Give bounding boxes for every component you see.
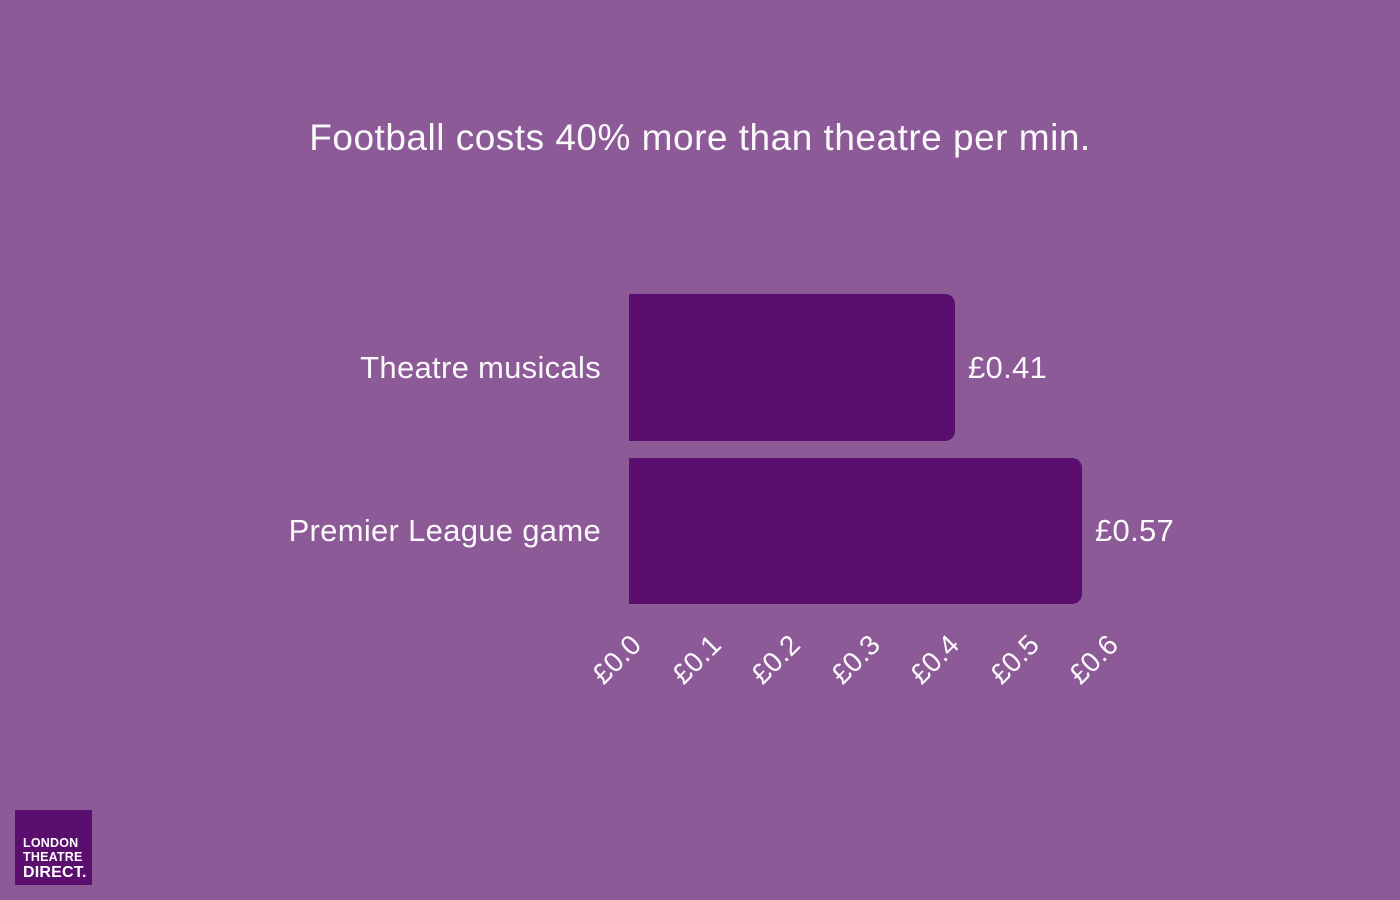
- x-tick-label: £0.0: [586, 628, 648, 690]
- logo-text: LONDON THEATRE DIRECT.: [23, 836, 87, 881]
- category-label-theatre-musicals: Theatre musicals: [360, 349, 601, 385]
- x-tick-label: £0.1: [665, 628, 728, 690]
- bar-theatre-musicals: [629, 294, 955, 441]
- value-label-premier-league-game: £0.57: [1095, 513, 1175, 548]
- category-label-premier-league-game: Premier League game: [288, 513, 601, 548]
- x-tick-label: £0.2: [745, 628, 807, 690]
- chart-title: Football costs 40% more than theatre per…: [309, 117, 1091, 158]
- x-tick-label: £0.4: [904, 628, 966, 690]
- logo-line-theatre: THEATRE: [23, 849, 83, 864]
- logo-line-london: LONDON: [23, 836, 79, 850]
- logo-line-direct: DIRECT.: [23, 864, 87, 881]
- london-theatre-direct-logo: LONDON THEATRE DIRECT.: [15, 810, 92, 885]
- value-label-theatre-musicals: £0.41: [968, 349, 1048, 385]
- x-tick-label: £0.3: [824, 628, 887, 690]
- x-tick-label: £0.6: [1063, 628, 1125, 690]
- bar-premier-league-game: [629, 458, 1082, 604]
- x-tick-label: £0.5: [983, 628, 1046, 690]
